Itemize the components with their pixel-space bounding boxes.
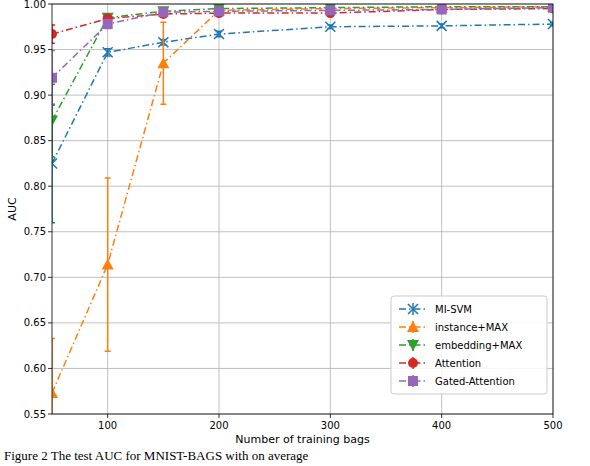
series-line xyxy=(52,9,553,35)
point xyxy=(325,5,335,15)
legend-marker xyxy=(408,304,418,314)
series xyxy=(52,4,553,105)
x-tick xyxy=(553,414,554,418)
y-grid xyxy=(52,140,553,141)
legend-label: instance+MAX xyxy=(435,322,508,333)
legend-marker xyxy=(407,340,419,351)
y-tick xyxy=(48,186,52,187)
x-axis-label: Number of training bags xyxy=(235,433,370,446)
point xyxy=(213,4,225,15)
x-grid xyxy=(219,4,220,414)
x-tick xyxy=(219,414,220,418)
chart-root: 0.55 0.60 0.65 0.70 0.75 0.80 0.85 0.90 0.95 1.00… xyxy=(0,0,590,466)
point xyxy=(437,4,447,14)
series-line xyxy=(52,8,553,78)
plot-bg xyxy=(52,4,553,414)
series xyxy=(52,4,553,414)
y-tick xyxy=(48,368,52,369)
y-tick-label: 0.90 xyxy=(24,90,46,101)
y-grid xyxy=(52,231,553,232)
error-bar xyxy=(52,338,55,414)
point xyxy=(157,57,169,68)
y-tick-label: 0.65 xyxy=(24,317,46,328)
y-tick-label: 0.70 xyxy=(24,272,46,283)
point xyxy=(214,29,224,39)
y-grid xyxy=(52,277,553,278)
y-grid xyxy=(52,49,553,50)
point xyxy=(52,387,58,398)
point xyxy=(437,21,447,31)
legend: MI-SVM instance+MAX embedding+MAX Attention… xyxy=(391,296,547,394)
x-tick xyxy=(330,414,331,418)
series xyxy=(52,4,553,43)
y-tick xyxy=(48,322,52,323)
series-line xyxy=(52,7,553,121)
legend-box xyxy=(391,296,547,394)
legend-marker xyxy=(408,376,418,386)
plot-frame xyxy=(52,4,553,414)
legend-label: Attention xyxy=(435,358,481,369)
y-axis-label: AUC xyxy=(6,197,19,221)
y-tick-label: 0.80 xyxy=(24,181,46,192)
x-tick-label: 300 xyxy=(321,420,340,431)
y-tick-label: 0.85 xyxy=(24,135,46,146)
point xyxy=(548,19,553,29)
series xyxy=(52,19,553,223)
point xyxy=(52,29,57,39)
point xyxy=(52,73,57,83)
y-tick-label: 0.75 xyxy=(24,226,46,237)
y-grid xyxy=(52,95,553,96)
series xyxy=(52,4,553,157)
point xyxy=(214,6,224,16)
legend-label: Gated-Attention xyxy=(435,376,515,387)
y-tick-label: 0.55 xyxy=(24,409,46,420)
point xyxy=(548,4,553,14)
x-grid xyxy=(330,4,331,414)
plot-area xyxy=(52,4,553,414)
chart-svg: 0.55 0.60 0.65 0.70 0.75 0.80 0.85 0.90 0.95 1.00… xyxy=(0,0,590,466)
point xyxy=(157,6,169,17)
point xyxy=(103,47,113,57)
point xyxy=(325,22,335,32)
legend-label: MI-SVM xyxy=(435,304,472,315)
y-tick xyxy=(48,4,52,5)
x-tick xyxy=(107,414,108,418)
y-tick xyxy=(48,95,52,96)
y-tick xyxy=(48,277,52,278)
series-line xyxy=(52,7,553,393)
y-tick-label: 0.95 xyxy=(24,44,46,55)
grid xyxy=(52,4,553,414)
x-tick-label: 200 xyxy=(209,420,228,431)
y-tick-label: 0.60 xyxy=(24,363,46,374)
point xyxy=(52,158,57,168)
legend-marker xyxy=(407,321,419,332)
y-grid xyxy=(52,186,553,187)
x-tick xyxy=(441,414,442,418)
y-tick xyxy=(48,231,52,232)
point xyxy=(102,259,114,270)
point xyxy=(52,116,58,127)
x-tick-label: 500 xyxy=(543,420,562,431)
series-line xyxy=(52,24,553,163)
point xyxy=(548,4,553,13)
point xyxy=(437,4,447,14)
y-tick xyxy=(48,140,52,141)
y-tick xyxy=(48,414,52,415)
caption: Figure 2 The test AUC for MNIST-BAGS wit… xyxy=(4,448,309,463)
legend-label: embedding+MAX xyxy=(435,340,522,351)
point xyxy=(158,7,168,17)
legend-marker xyxy=(408,358,418,368)
y-tick xyxy=(48,49,52,50)
point xyxy=(103,19,113,29)
x-tick-label: 100 xyxy=(98,420,117,431)
x-tick-label: 400 xyxy=(432,420,451,431)
y-tick-label: 1.00 xyxy=(24,0,46,10)
